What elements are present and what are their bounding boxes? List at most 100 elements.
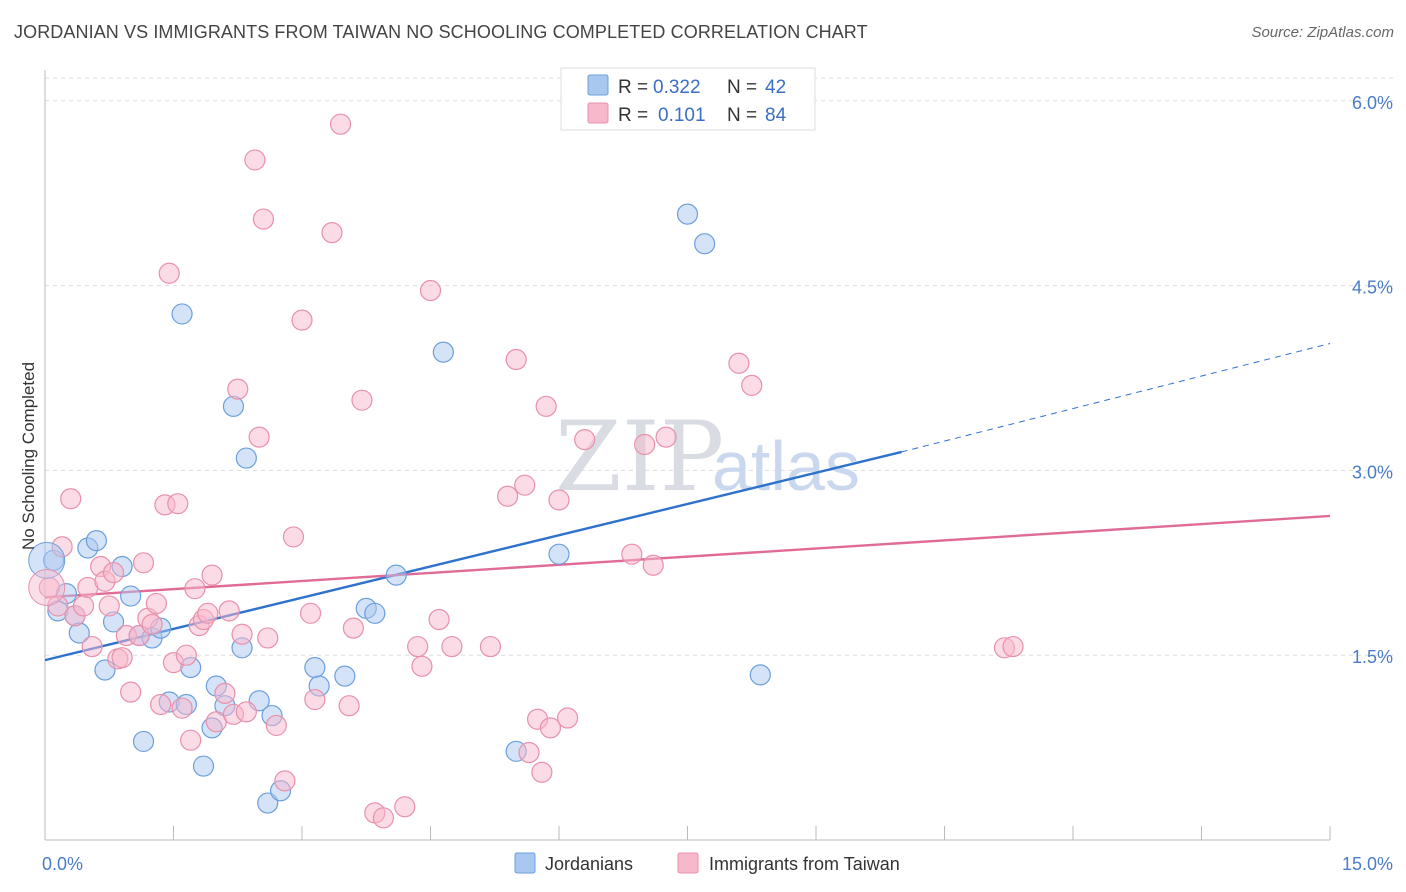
point-taiwan	[171, 697, 193, 719]
point-taiwan	[158, 262, 180, 284]
point-taiwan	[235, 701, 257, 723]
trendline-jordanians-extension	[901, 343, 1331, 453]
point-taiwan	[47, 595, 69, 617]
series-legend: Jordanians Immigrants from Taiwan	[514, 852, 900, 874]
point-taiwan	[111, 647, 133, 669]
point-taiwan	[60, 488, 82, 510]
y-tick-label: 4.5%	[1352, 278, 1393, 298]
trendline-taiwan	[44, 514, 1331, 599]
point-taiwan	[304, 688, 326, 711]
legend-n-value-1: 42	[765, 77, 786, 98]
point-taiwan	[321, 222, 343, 244]
point-taiwan	[98, 595, 120, 617]
point-taiwan	[184, 578, 206, 600]
legend-n-label-1: N =	[727, 77, 757, 98]
point-taiwan	[634, 433, 656, 456]
point-taiwan	[150, 693, 172, 716]
point-taiwan	[655, 426, 677, 448]
point-taiwan	[81, 635, 103, 658]
point-taiwan	[231, 623, 253, 645]
point-taiwan	[132, 552, 155, 574]
point-taiwan	[338, 695, 360, 717]
point-jordanians	[385, 564, 407, 586]
point-taiwan	[329, 113, 352, 135]
point-taiwan	[1002, 635, 1024, 658]
point-taiwan	[252, 208, 275, 230]
point-jordanians	[364, 602, 386, 624]
point-jordanians	[192, 755, 215, 777]
point-taiwan	[248, 426, 270, 448]
correlation-legend: R = 0.322 N = 42 R = 0.101 N = 84	[560, 67, 816, 131]
point-taiwan-large	[28, 568, 66, 606]
point-jordanians	[548, 543, 570, 565]
x-tick-label-min: 0.0%	[42, 854, 83, 874]
x-tick-label-max: 15.0%	[1342, 854, 1393, 874]
point-jordanians	[257, 792, 279, 814]
point-taiwan	[141, 613, 163, 636]
y-tick-label: 3.0%	[1352, 462, 1393, 482]
point-taiwan	[180, 729, 202, 751]
point-jordanians	[132, 730, 155, 753]
point-jordanians	[676, 203, 699, 225]
point-taiwan	[411, 655, 433, 677]
chart-title: JORDANIAN VS IMMIGRANTS FROM TAIWAN NO S…	[14, 22, 868, 42]
point-taiwan	[299, 602, 322, 624]
point-taiwan	[621, 543, 643, 565]
point-taiwan	[728, 352, 750, 374]
legend-n-label-2: N =	[727, 105, 757, 126]
point-taiwan	[120, 681, 142, 703]
point-taiwan	[282, 526, 305, 548]
point-taiwan	[419, 279, 442, 302]
point-taiwan	[548, 489, 570, 511]
legend-swatch-jordanians	[587, 74, 609, 96]
data-points	[28, 113, 1024, 829]
point-taiwan	[265, 714, 287, 737]
ticks: 1.5% 3.0% 4.5% 6.0% 0.0% 15.0%	[42, 93, 1393, 874]
point-taiwan	[218, 600, 240, 622]
point-taiwan	[257, 627, 279, 649]
point-taiwan	[518, 741, 540, 764]
point-taiwan	[505, 348, 527, 371]
point-jordanians	[222, 395, 245, 417]
point-taiwan	[394, 796, 416, 818]
point-jordanians	[694, 233, 716, 255]
point-taiwan	[642, 554, 664, 576]
point-taiwan	[479, 635, 502, 658]
point-taiwan	[145, 592, 167, 615]
point-taiwan	[574, 429, 596, 451]
point-taiwan	[539, 717, 562, 739]
y-tick-label: 1.5%	[1352, 647, 1393, 667]
point-taiwan	[372, 807, 394, 829]
point-taiwan	[535, 395, 557, 417]
axes	[44, 70, 1331, 841]
trendlines	[44, 343, 1331, 662]
source-credit: Source: ZipAtlas.com	[1251, 24, 1394, 41]
legend-r-label-2: R =	[618, 105, 648, 126]
legend-swatch-taiwan	[587, 102, 609, 124]
point-taiwan	[201, 564, 223, 586]
point-taiwan	[102, 562, 125, 584]
point-jordanians	[334, 665, 356, 687]
point-jordanians-large	[28, 541, 66, 579]
point-taiwan	[227, 378, 249, 400]
point-jordanians	[120, 585, 142, 607]
point-jordanians	[85, 530, 108, 552]
legend-n-value-2: 84	[765, 105, 787, 126]
legend-r-label-1: R =	[618, 77, 648, 98]
trendline-jordanians	[44, 450, 902, 662]
point-taiwan	[175, 644, 197, 666]
point-taiwan	[214, 682, 236, 704]
point-jordanians	[432, 341, 454, 363]
legend-r-value-2: 0.101	[658, 105, 706, 126]
point-taiwan	[274, 770, 296, 792]
point-taiwan	[351, 389, 373, 411]
watermark-zip: ZIP	[555, 401, 724, 513]
point-taiwan	[72, 595, 95, 617]
point-taiwan	[741, 374, 763, 396]
point-taiwan	[291, 309, 313, 331]
watermark: ZIP atlas	[555, 401, 860, 513]
point-jordanians	[749, 664, 771, 686]
bottom-legend-label-jordanians: Jordanians	[545, 854, 633, 874]
legend-r-value-1: 0.322	[653, 77, 701, 98]
point-taiwan	[428, 608, 450, 631]
